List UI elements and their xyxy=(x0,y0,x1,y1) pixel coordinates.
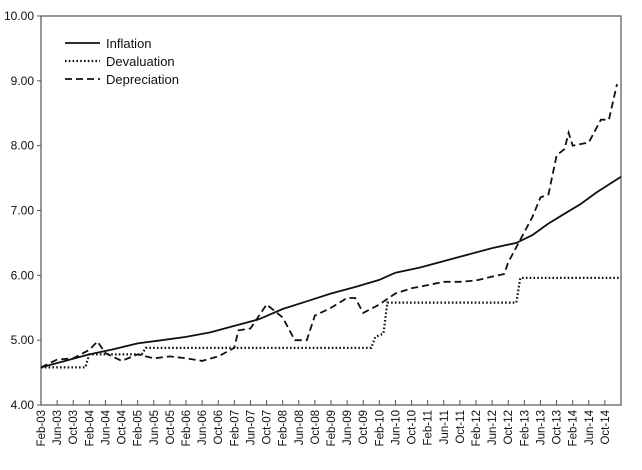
x-tick-label: Feb-04 xyxy=(84,409,96,446)
x-tick-label: Feb-07 xyxy=(229,410,241,446)
x-tick-label: Oct-12 xyxy=(503,410,515,445)
x-tick-label: Oct-06 xyxy=(213,410,225,445)
x-tick-label: Oct-09 xyxy=(358,410,370,445)
x-tick-label: Oct-07 xyxy=(262,410,274,445)
x-tick-label: Feb-11 xyxy=(423,410,435,446)
y-tick-label: 8.00 xyxy=(11,139,35,153)
series-line-devaluation xyxy=(41,276,621,369)
x-tick-label: Jun-08 xyxy=(294,410,306,445)
x-tick-label: Jun-12 xyxy=(487,410,499,445)
x-tick-label: Jun-11 xyxy=(439,410,451,444)
x-tick-label: Jun-09 xyxy=(342,410,354,445)
x-tick-label: Feb-05 xyxy=(133,410,145,446)
x-tick-label: Feb-14 xyxy=(568,409,580,446)
x-tick-label: Jun-03 xyxy=(52,410,64,445)
x-tick-label: Jun-05 xyxy=(149,410,161,445)
x-tick-label: Jun-10 xyxy=(390,410,402,445)
x-tick-label: Feb-10 xyxy=(374,410,386,446)
y-tick-label: 9.00 xyxy=(11,74,35,88)
x-tick-label: Oct-08 xyxy=(310,410,322,445)
x-tick-label: Jun-04 xyxy=(100,409,112,445)
y-tick-label: 6.00 xyxy=(11,268,35,282)
x-tick-label: Jun-13 xyxy=(535,410,547,445)
axes: 4.00 5.00 6.00 7.00 8.00 9.00 10.00 Feb-03 Jun-0… xyxy=(4,9,622,446)
legend-label: Devaluation xyxy=(106,54,175,69)
x-tick-label: Feb-03 xyxy=(36,410,48,446)
x-tick-label: Oct-11 xyxy=(455,410,467,444)
x-tick-label: Jun-06 xyxy=(197,410,209,445)
x-tick-label: Jun-07 xyxy=(245,410,257,445)
y-tick-label: 7.00 xyxy=(11,204,35,218)
x-tick-label: Jun-14 xyxy=(584,409,596,445)
x-tick-label: Feb-12 xyxy=(471,410,483,446)
series-line-depreciation xyxy=(40,83,618,369)
y-tick-label: 10.00 xyxy=(4,9,34,23)
x-tick-label: Oct-10 xyxy=(407,410,419,445)
x-tick-label: Oct-14 xyxy=(600,409,612,444)
x-tick-label: Oct-03 xyxy=(68,410,80,445)
legend: Inflation Devaluation Depreciation xyxy=(65,36,179,87)
y-tick-label: 5.00 xyxy=(11,333,35,347)
y-tick-label: 4.00 xyxy=(11,398,35,412)
x-tick-label: Oct-04 xyxy=(117,409,129,444)
x-tick-label: Oct-05 xyxy=(165,410,177,445)
x-tick-label: Feb-08 xyxy=(278,410,290,446)
series-line-inflation xyxy=(40,176,622,369)
x-tick-label: Feb-13 xyxy=(519,410,531,446)
series-lines xyxy=(40,83,622,369)
x-tick-label: Oct-13 xyxy=(552,410,564,445)
x-tick-label: Feb-09 xyxy=(326,410,338,446)
x-tick-label: Feb-06 xyxy=(181,410,193,446)
legend-label: Inflation xyxy=(106,36,152,51)
legend-label: Depreciation xyxy=(106,72,179,87)
